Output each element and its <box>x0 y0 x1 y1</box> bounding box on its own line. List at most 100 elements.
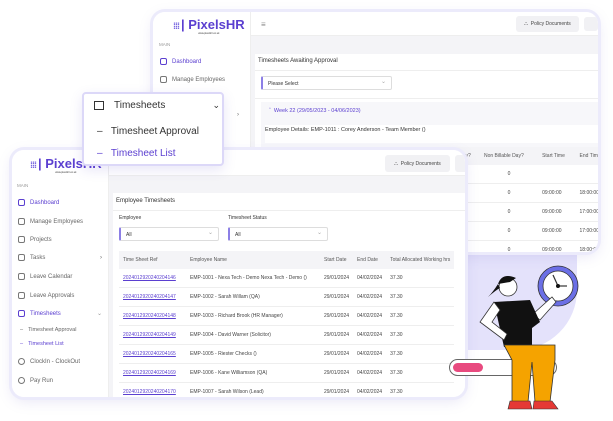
documents-icon: ⛬ <box>524 21 528 27</box>
table-cell: 04/02/2024 <box>353 363 387 383</box>
sidebar-item-leave-approvals[interactable]: Leave Approvals <box>18 292 74 299</box>
flyout-timesheets-header[interactable]: Timesheets ⌄ <box>94 100 220 111</box>
front-sidebar: ⁞⁞⁞ | PixelsHR www.pixelshr.co.uk MAIN Das… <box>12 150 109 397</box>
timesheet-ref-link[interactable]: 2024012920240204169 <box>123 370 176 376</box>
approval-icon <box>18 292 25 299</box>
cell-ref[interactable]: 2024012920240204165 <box>119 344 186 364</box>
sidebar-item-manage-employees[interactable]: Manage Employees <box>18 218 83 225</box>
documents-icon: ⛬ <box>394 160 398 167</box>
sidebar-item-pay-run[interactable]: Pay Run <box>18 377 53 384</box>
table-row: 2024012920240204169 EMP-1006 - Kane Willi… <box>119 363 455 383</box>
user-avatar[interactable] <box>584 17 598 31</box>
table-cell: EMP-1004 - David Warner (Solicitor) <box>186 325 320 345</box>
timesheet-icon <box>94 101 104 110</box>
sidebar-item-dashboard[interactable]: Dashboard <box>160 58 201 65</box>
table-row: 0 09:00:00 17:00:00 <box>451 202 598 222</box>
sidebar-item-clockin-clockout[interactable]: ClockIn - ClockOut <box>18 358 80 365</box>
timesheets-card: Employee Timesheets Employee All Timeshe… <box>113 193 465 397</box>
users-icon <box>160 76 167 83</box>
table-row: 2024012920240204165 EMP-1005 - Riester Ch… <box>119 344 455 364</box>
timesheet-ref-link[interactable]: 2024012920240204165 <box>123 351 176 357</box>
table-cell: EMP-1001 - Nexa Tech - Demo Nexa Tech - … <box>186 269 320 288</box>
back-topbar: ≡ ⛬ Policy Documents <box>251 12 598 36</box>
cell-ref[interactable]: 2024012920240204146 <box>119 269 186 288</box>
card-title: Timesheets Awaiting Approval <box>258 58 338 64</box>
projects-icon <box>18 236 25 243</box>
table-row: 2024012920240204146 EMP-1001 - Nexa Tech … <box>119 269 455 288</box>
payrun-icon <box>18 377 25 384</box>
table-row: 2024012920240204147 EMP-1002 - Sarah Will… <box>119 287 455 307</box>
sidebar-item-manage-employees[interactable]: Manage Employees <box>160 76 225 83</box>
sidebar-item-timesheet-list[interactable]: – Timesheet List <box>20 341 64 347</box>
table-row: 2024012920240204149 EMP-1004 - David Warn… <box>119 325 455 345</box>
sidebar-item-timesheets[interactable]: Timesheets ⌄ <box>18 310 102 317</box>
table-cell: 04/02/2024 <box>353 306 387 326</box>
timesheet-ref-link[interactable]: 2024012920240204147 <box>123 294 176 300</box>
dash-icon: – <box>97 126 111 137</box>
table-cell: 29/01/2024 <box>320 306 354 326</box>
sidebar-item-tasks[interactable]: Tasks › <box>18 254 102 261</box>
table-cell: 29/01/2024 <box>320 382 354 397</box>
table-cell: 29/01/2024 <box>320 363 354 383</box>
timesheets-table: Time Sheet Ref Employee Name Start Date End… <box>119 251 455 397</box>
policy-documents-button[interactable]: ⛬ Policy Documents <box>385 155 450 172</box>
employee-details: Employee Details: EMP-1011 : Corey Ander… <box>265 125 598 143</box>
timesheet-icon <box>18 310 25 317</box>
table-cell: EMP-1007 - Sarah Wilson (Lead) <box>186 382 320 397</box>
clock-icon <box>18 358 25 365</box>
table-cell: EMP-1005 - Riester Checks () <box>186 344 320 364</box>
timesheet-ref-link[interactable]: 2024012920240204170 <box>123 389 176 395</box>
employee-filter-label: Employee <box>119 215 142 221</box>
table-cell: 29/01/2024 <box>320 344 354 364</box>
table-cell: 37.30 <box>386 325 455 345</box>
table-cell: 29/01/2024 <box>320 269 354 288</box>
table-row: 0 09:00:00 17:00:00 <box>451 221 598 241</box>
user-avatar[interactable] <box>455 155 465 172</box>
policy-documents-button[interactable]: ⛬ Policy Documents <box>516 16 579 32</box>
table-cell: 37.30 <box>386 382 455 397</box>
chevron-up-icon: ˆ <box>269 108 274 114</box>
chevron-right-icon: › <box>237 112 239 118</box>
employee-select[interactable]: Please Select <box>261 76 392 90</box>
table-cell: 29/01/2024 <box>320 287 354 307</box>
table-row: 2024012920240204148 EMP-1003 - Richard Br… <box>119 306 455 326</box>
calendar-icon <box>18 273 25 280</box>
table-cell: 04/02/2024 <box>353 344 387 364</box>
sidebar-item-projects[interactable]: Projects <box>18 236 52 243</box>
week-toggle[interactable]: ˆ Week 22 (29/05/2023 - 04/06/2023) <box>269 108 361 114</box>
table-cell: EMP-1006 - Kane Williamson (QA) <box>186 363 320 383</box>
sidebar-section-label: MAIN <box>17 183 29 188</box>
employee-filter-select[interactable]: All <box>119 227 219 241</box>
status-filter-label: Timesheet Status <box>228 215 267 221</box>
timesheet-ref-link[interactable]: 2024012920240204149 <box>123 332 176 338</box>
cell-ref[interactable]: 2024012920240204170 <box>119 382 186 397</box>
sidebar-item-dashboard[interactable]: Dashboard <box>18 199 59 206</box>
table-cell: 37.30 <box>386 269 455 288</box>
progress-fill <box>453 363 483 372</box>
timesheet-ref-link[interactable]: 2024012920240204146 <box>123 275 176 281</box>
table-cell: 37.30 <box>386 363 455 383</box>
card-title: Employee Timesheets <box>116 198 176 204</box>
clock-icon <box>537 265 579 307</box>
cell-ref[interactable]: 2024012920240204148 <box>119 306 186 326</box>
chevron-right-icon: › <box>100 254 102 261</box>
front-window: ⁞⁞⁞ | PixelsHR www.pixelshr.co.uk MAIN Das… <box>12 150 465 397</box>
dashboard-icon <box>18 199 25 206</box>
table-header: Time Sheet Ref Employee Name Start Date End… <box>119 251 455 269</box>
chevron-down-icon: ⌄ <box>212 100 220 110</box>
menu-toggle-icon[interactable]: ≡ <box>261 20 266 29</box>
sidebar-item-timesheet-approval[interactable]: – Timesheet Approval <box>20 327 77 333</box>
sidebar-item-leave-calendar[interactable]: Leave Calendar <box>18 273 72 280</box>
status-filter-select[interactable]: All <box>228 227 328 241</box>
cell-ref[interactable]: 2024012920240204149 <box>119 325 186 345</box>
table-cell: EMP-1002 - Sarah Willam (QA) <box>186 287 320 307</box>
brand-logo: ⁞⁞⁞ | PixelsHR www.pixelshr.co.uk <box>173 17 245 35</box>
flyout-timesheet-approval[interactable]: – Timesheet Approval <box>97 126 199 137</box>
cell-ref[interactable]: 2024012920240204147 <box>119 287 186 307</box>
cell-ref[interactable]: 2024012920240204169 <box>119 363 186 383</box>
table-cell: 37.30 <box>386 287 455 307</box>
table-cell: 04/02/2024 <box>353 269 387 288</box>
timesheet-ref-link[interactable]: 2024012920240204148 <box>123 313 176 319</box>
flyout-timesheet-list[interactable]: – Timesheet List <box>97 148 176 159</box>
timesheets-flyout-menu: Timesheets ⌄ – Timesheet Approval – Time… <box>82 92 224 166</box>
